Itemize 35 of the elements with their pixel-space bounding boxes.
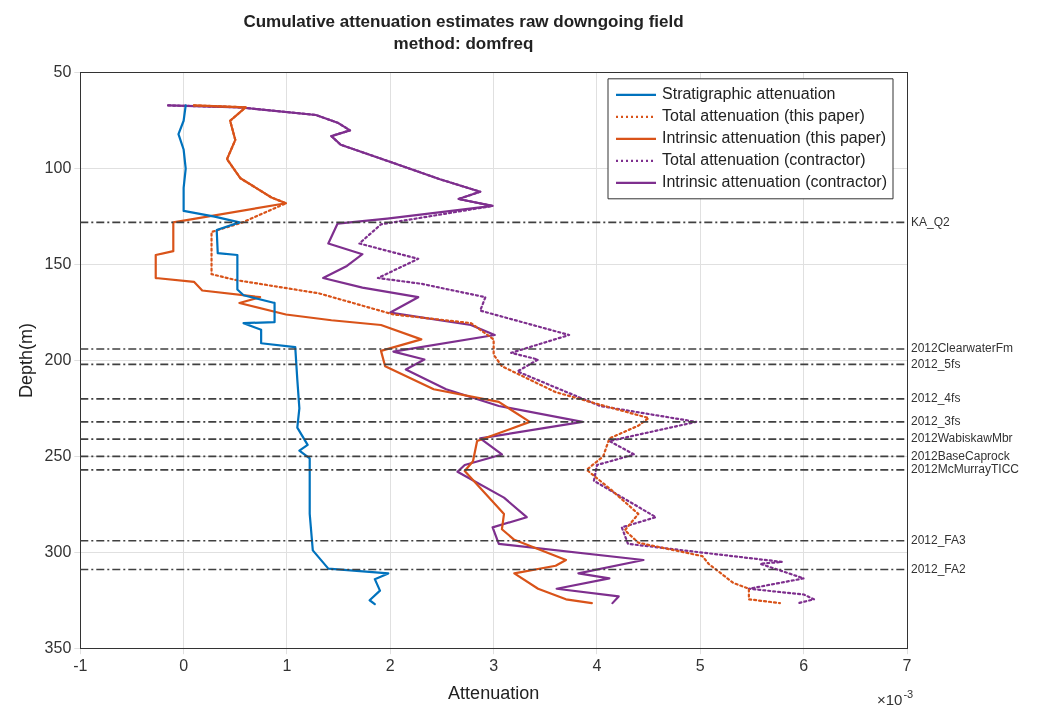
y-tick-label: 350 xyxy=(44,638,72,656)
x-tick-label: -1 xyxy=(73,657,88,675)
ref-line-label: 2012_FA3 xyxy=(911,533,967,548)
x-tick-label: 6 xyxy=(799,657,809,675)
ref-line-label: 2012_4fs xyxy=(911,391,961,406)
ref-line-label: 2012_3fs xyxy=(911,414,961,429)
x-tick-label: 5 xyxy=(695,657,705,675)
ref-line-label: 2012McMurrayTICC xyxy=(911,462,1020,477)
y-tick-label: 100 xyxy=(44,159,72,177)
x-tick-label: 4 xyxy=(592,657,602,675)
x-tick-label: 2 xyxy=(385,657,395,675)
y-tick-label: 300 xyxy=(44,542,72,560)
x-tick-label: 1 xyxy=(282,657,292,675)
legend-label: Total attenuation (this paper) xyxy=(662,107,865,125)
legend-label: Total attenuation (contractor) xyxy=(662,151,866,169)
ref-line-label: KA_Q2 xyxy=(911,214,951,229)
y-tick-label: 200 xyxy=(44,350,72,368)
y-tick-label: 150 xyxy=(44,255,72,273)
ref-line-label: 2012BaseCaprock xyxy=(911,448,1011,463)
ref-line-label: 2012_FA2 xyxy=(911,561,967,576)
legend-label: Intrinsic attenuation (contractor) xyxy=(662,173,888,191)
x-tick-label: 7 xyxy=(902,657,912,675)
x-tick-label: 0 xyxy=(179,657,189,675)
x-tick-label: 3 xyxy=(489,657,499,675)
legend-label: Stratigraphic attenuation xyxy=(662,85,836,103)
y-tick-label: 50 xyxy=(53,63,72,81)
chart-subtitle: method: domfreq xyxy=(393,34,534,54)
ref-line-label: 2012ClearwaterFm xyxy=(911,341,1014,356)
ref-line-label: 2012WabiskawMbr xyxy=(911,431,1013,446)
ref-line-label: 2012_5fs xyxy=(911,356,961,371)
y-tick-label: 250 xyxy=(44,446,72,464)
legend-label: Intrinsic attenuation (this paper) xyxy=(662,129,887,147)
x-axis-title: Attenuation xyxy=(448,683,540,704)
chart-title: Cumulative attenuation estimates raw downgoing field xyxy=(243,11,684,31)
y-axis-title: Depth(m) xyxy=(15,322,36,399)
